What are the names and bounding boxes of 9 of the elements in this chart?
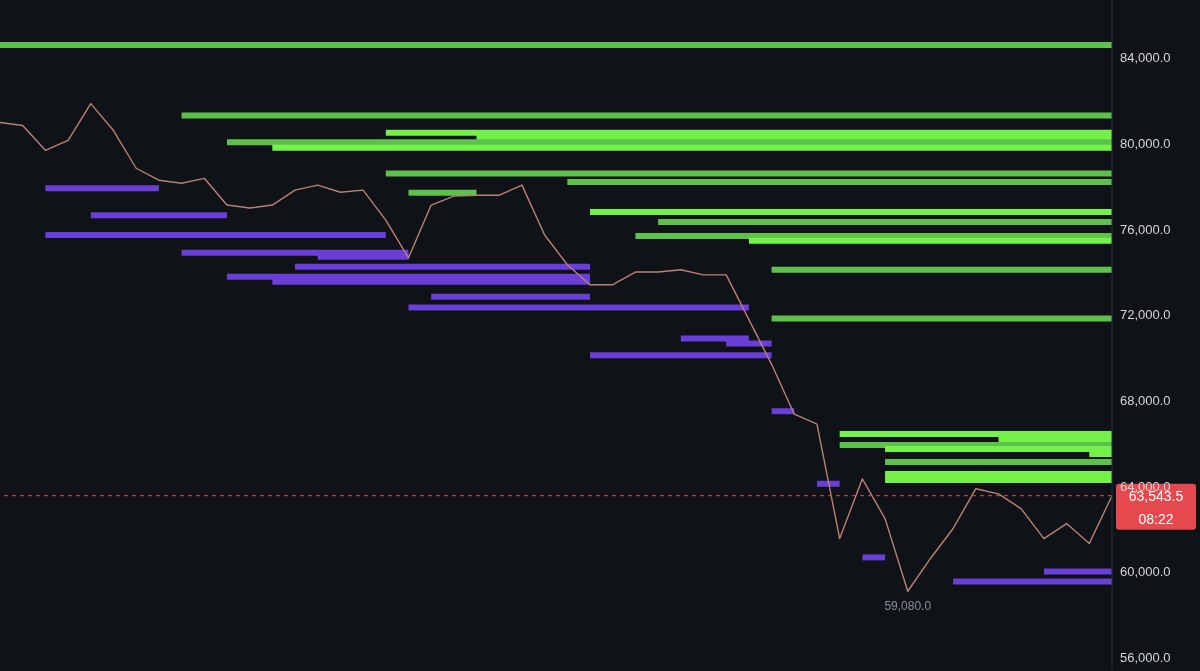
y-tick-label: 84,000.0	[1120, 50, 1171, 66]
y-tick-label: 60,000.0	[1120, 564, 1171, 580]
y-tick-label: 80,000.0	[1120, 136, 1171, 152]
y-tick-label: 72,000.0	[1120, 307, 1171, 323]
text: 08:22	[1138, 510, 1174, 527]
y-tick-label: 56,000.0	[1120, 649, 1171, 665]
y-tick-label: 68,000.0	[1120, 392, 1171, 408]
annotation: 59,080.0	[884, 598, 932, 613]
y-tick-label: 76,000.0	[1120, 221, 1171, 237]
